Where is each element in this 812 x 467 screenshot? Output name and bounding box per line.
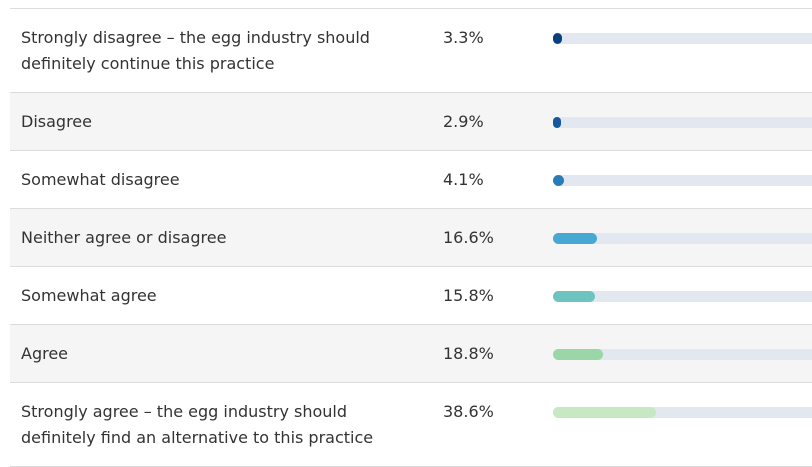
bar [553, 116, 561, 128]
percent-label: 18.8% [443, 344, 494, 363]
result-row: Somewhat disagree 4.1% [10, 151, 812, 209]
bar-track [553, 290, 812, 302]
answer-label: Agree [21, 344, 69, 363]
bar-track [553, 32, 812, 44]
bar-track [553, 174, 812, 186]
percent-label: 2.9% [443, 112, 484, 131]
answer-label: Strongly agree – the egg industry should… [21, 402, 374, 447]
answer-label: Strongly disagree – the egg industry sho… [21, 28, 370, 73]
bar-track [553, 348, 812, 360]
result-row: Strongly disagree – the egg industry sho… [10, 9, 812, 93]
answer-label: Somewhat agree [21, 286, 157, 305]
percent-label: 15.8% [443, 286, 494, 305]
results-table: Strongly disagree – the egg industry sho… [10, 8, 812, 467]
answer-label: Disagree [21, 112, 92, 131]
result-row: Neither agree or disagree 16.6% [10, 209, 812, 267]
percent-label: 16.6% [443, 228, 494, 247]
result-row: Somewhat agree 15.8% [10, 267, 812, 325]
answer-label: Neither agree or disagree [21, 228, 227, 247]
bar [553, 290, 596, 302]
answer-label: Somewhat disagree [21, 170, 180, 189]
bar-track [553, 406, 812, 418]
result-row: Disagree 2.9% [10, 93, 812, 151]
result-row: Agree 18.8% [10, 325, 812, 383]
page: Strongly disagree – the egg industry sho… [10, 8, 812, 467]
bar [553, 174, 564, 186]
bar [553, 348, 604, 360]
bar-track [553, 232, 812, 244]
bar [553, 32, 562, 44]
percent-label: 38.6% [443, 402, 494, 421]
result-row: Strongly agree – the egg industry should… [10, 383, 812, 467]
bar [553, 406, 657, 418]
percent-label: 4.1% [443, 170, 484, 189]
bar-track [553, 116, 812, 128]
percent-label: 3.3% [443, 28, 484, 47]
bar [553, 232, 598, 244]
